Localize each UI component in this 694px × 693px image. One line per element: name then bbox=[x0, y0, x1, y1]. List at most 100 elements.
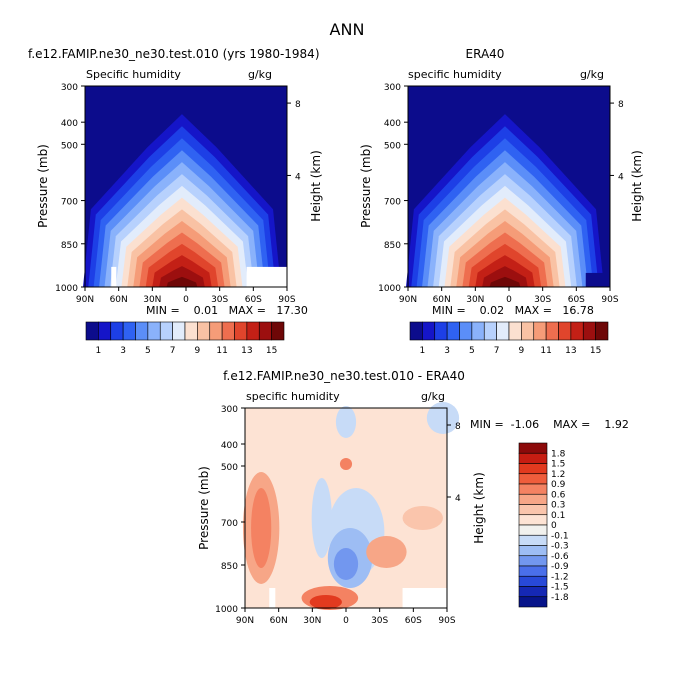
x-tick-label: 30S bbox=[211, 295, 228, 305]
contour-band bbox=[489, 276, 521, 287]
contour-plot: 300 400 500 700 850 1000 8 4 90N 60N 30N 0 30S 60S 90S bbox=[215, 402, 461, 626]
y-tick-label: 850 bbox=[61, 241, 78, 251]
colorbar-box bbox=[159, 321, 173, 341]
colorbar-box bbox=[518, 545, 548, 557]
colorbar-box bbox=[518, 555, 548, 567]
colorbar-label: 15 bbox=[266, 346, 277, 356]
contour-band bbox=[333, 548, 359, 580]
contour-band bbox=[166, 276, 198, 287]
x-tick-label: 60N bbox=[110, 295, 128, 305]
colorbar: 1.81.51.20.90.60.30.10-0.1-0.3-0.6-0.9-1… bbox=[518, 442, 569, 608]
panel-title: f.e12.FAMIP.ne30_ne30.test.010 (yrs 1980… bbox=[28, 47, 320, 61]
colorbar-box bbox=[135, 321, 149, 341]
y2-tick-label: 8 bbox=[618, 100, 624, 110]
units-label: g/kg bbox=[580, 68, 604, 81]
colorbar-box bbox=[518, 575, 548, 587]
x-tick-label: 60S bbox=[405, 616, 422, 626]
colorbar-box bbox=[518, 504, 548, 516]
contour-plot: 300 400 500 700 850 1000 8 4 90N 60N 30N 0 30S 60S 90S bbox=[378, 83, 624, 305]
x-tick-label: 90N bbox=[76, 295, 94, 305]
y-tick-label: 700 bbox=[221, 519, 238, 529]
panel-title: ERA40 bbox=[466, 47, 505, 61]
y-tick-label: 700 bbox=[384, 198, 401, 208]
x-tick-label: 30N bbox=[466, 295, 484, 305]
colorbar-label: 7 bbox=[170, 346, 176, 356]
y-axis-label: Pressure (mb) bbox=[197, 466, 211, 550]
x-tick-label: 60S bbox=[245, 295, 262, 305]
colorbar-box bbox=[98, 321, 112, 341]
colorbar-label: 7 bbox=[494, 346, 500, 356]
plot-frame bbox=[84, 85, 288, 288]
y-tick-label: 300 bbox=[221, 405, 238, 415]
colorbar-box bbox=[518, 586, 548, 598]
y-axis-label: Pressure (mb) bbox=[36, 144, 50, 228]
colorbar-box bbox=[147, 321, 161, 341]
colorbar-label: 5 bbox=[469, 346, 475, 356]
colorbar-label: 13 bbox=[241, 346, 252, 356]
stats-text: MIN = -1.06 MAX = 1.92 bbox=[470, 418, 629, 431]
x-tick-label: 30N bbox=[143, 295, 161, 305]
colorbar-label: 11 bbox=[540, 346, 551, 356]
colorbar-box bbox=[518, 534, 548, 546]
contour-band bbox=[366, 536, 407, 568]
topography-mask bbox=[402, 588, 447, 608]
contour-band bbox=[426, 402, 460, 434]
colorbar-box bbox=[496, 321, 510, 341]
colorbar-box bbox=[518, 483, 548, 495]
x-tick-label: 0 bbox=[183, 295, 189, 305]
y2-axis-label: Height (km) bbox=[309, 150, 323, 221]
colorbar: 1 3 5 7 9 11 13 15 bbox=[409, 321, 609, 356]
colorbar-box bbox=[459, 321, 473, 341]
colorbar-label: 1 bbox=[96, 346, 102, 356]
colorbar-box bbox=[221, 321, 235, 341]
y2-tick-label: 4 bbox=[455, 494, 461, 504]
colorbar-label: 15 bbox=[590, 346, 601, 356]
colorbar-box bbox=[122, 321, 136, 341]
colorbar-box bbox=[234, 321, 248, 341]
colorbar-box bbox=[209, 321, 223, 341]
colorbar-box bbox=[518, 493, 548, 505]
colorbar-box bbox=[595, 321, 609, 341]
stats-text: MIN = 0.02 MAX = 16.78 bbox=[432, 304, 594, 317]
topography-mask bbox=[269, 588, 276, 608]
y-tick-label: 300 bbox=[384, 83, 401, 93]
topography-mask bbox=[111, 266, 117, 287]
colorbar-box bbox=[409, 321, 423, 341]
contour-band bbox=[251, 488, 272, 568]
colorbar-box bbox=[518, 452, 548, 464]
colorbar-box bbox=[518, 514, 548, 526]
colorbar-label: 1 bbox=[420, 346, 426, 356]
y2-tick-label: 4 bbox=[295, 172, 301, 182]
x-tick-label: 90S bbox=[278, 295, 295, 305]
colorbar-label: -0.9 bbox=[551, 562, 569, 572]
colorbar-box bbox=[184, 321, 198, 341]
colorbar-box bbox=[471, 321, 485, 341]
x-tick-label: 90N bbox=[236, 616, 254, 626]
contour-band bbox=[311, 478, 332, 558]
plot-frame bbox=[407, 85, 611, 288]
contour-band bbox=[309, 595, 342, 609]
main-title: ANN bbox=[330, 20, 365, 39]
colorbar-label: 9 bbox=[195, 346, 201, 356]
colorbar-label: 13 bbox=[565, 346, 576, 356]
colorbar-label: 5 bbox=[145, 346, 151, 356]
x-tick-label: 90S bbox=[438, 616, 455, 626]
colorbar-box bbox=[483, 321, 497, 341]
y2-tick-label: 8 bbox=[455, 422, 461, 432]
colorbar-box bbox=[172, 321, 186, 341]
colorbar-box bbox=[518, 463, 548, 475]
y-tick-label: 1000 bbox=[378, 284, 401, 294]
x-tick-label: 60N bbox=[270, 616, 288, 626]
y2-tick-label: 8 bbox=[295, 100, 301, 110]
colorbar-label: 0.3 bbox=[551, 501, 565, 511]
topography-mask bbox=[585, 272, 610, 287]
y-tick-label: 500 bbox=[221, 463, 238, 473]
y-axis-label: Pressure (mb) bbox=[359, 144, 373, 228]
x-tick-label: 90S bbox=[601, 295, 618, 305]
colorbar-box bbox=[521, 321, 535, 341]
colorbar-label: 0 bbox=[551, 521, 557, 531]
y2-tick-label: 4 bbox=[618, 172, 624, 182]
x-tick-label: 90N bbox=[399, 295, 417, 305]
colorbar-label: 3 bbox=[120, 346, 126, 356]
variable-label: Specific humidity bbox=[86, 68, 181, 81]
